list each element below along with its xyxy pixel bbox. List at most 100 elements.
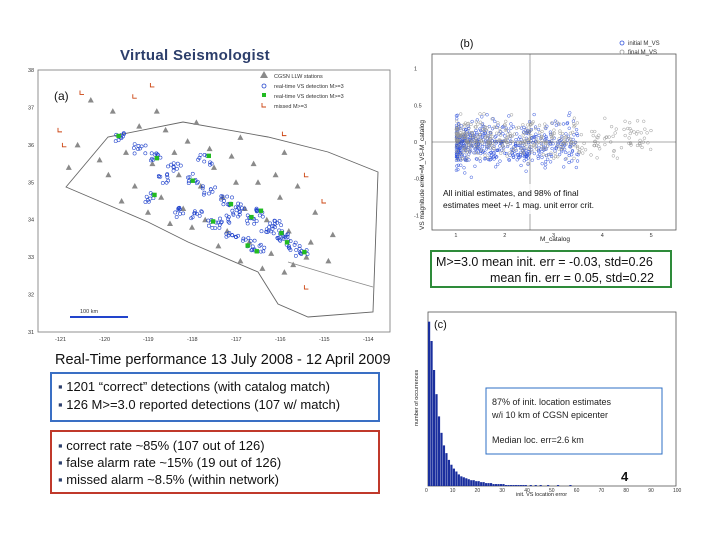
detection-marker	[210, 189, 215, 194]
magnitude-error-panel: 1 0.5 0 -0.5 -1 1 2 3 4 5 (b) VS magnitude error…	[414, 38, 677, 243]
final-estimate-point	[581, 151, 585, 155]
initial-estimate-point	[454, 158, 459, 163]
final-estimate-point	[510, 139, 514, 144]
map-x-tick: -115	[319, 337, 330, 343]
station-marker	[197, 183, 204, 189]
histogram-bar	[455, 471, 458, 486]
final-estimate-point	[622, 127, 626, 132]
map-y-tick: 34	[28, 218, 34, 224]
initial-estimate-point	[489, 150, 493, 155]
station-marker	[325, 257, 332, 264]
detection-marker	[285, 234, 290, 239]
final-estimate-point	[455, 125, 460, 129]
detection-marker	[252, 221, 257, 226]
initial-estimate-point	[540, 155, 544, 160]
final-estimate-point	[493, 139, 498, 143]
final-estimate-point	[573, 123, 577, 128]
initial-estimate-point	[549, 153, 553, 157]
station-marker	[237, 134, 244, 140]
initial-estimate-point	[546, 157, 550, 161]
final-estimate-point	[556, 155, 560, 159]
final-estimate-point	[478, 137, 482, 142]
detection-marker	[210, 226, 215, 230]
detection-marker	[227, 220, 232, 225]
error-stats-box: M>=3.0 mean init. err = -0.03, std=0.26 …	[430, 250, 672, 288]
location-annotation-box	[485, 387, 663, 455]
rates-box: correct rate ~85% (107 out of 126) false…	[50, 430, 380, 494]
initial-estimate-point	[467, 158, 471, 162]
detection-marker	[149, 158, 153, 163]
final-estimate-point	[457, 122, 461, 127]
station-marker	[263, 216, 270, 223]
station-marker	[255, 179, 261, 185]
final-estimate-point	[466, 121, 470, 126]
detection-marker	[207, 191, 211, 196]
histogram-bar	[450, 464, 453, 486]
final-estimate-point	[498, 129, 502, 134]
initial-estimate-point	[567, 160, 571, 165]
detection-marker	[201, 184, 205, 189]
detection-marker	[208, 162, 212, 167]
initial-estimate-point	[500, 148, 504, 152]
final-estimate-point	[456, 153, 461, 158]
initial-estimate-point	[528, 145, 532, 149]
final-estimate-point	[522, 143, 527, 147]
final-estimate-point	[490, 135, 495, 139]
histogram-bar	[452, 468, 455, 486]
initial-estimate-point	[506, 129, 511, 133]
final-estimate-point	[613, 131, 617, 135]
final-estimate-point	[464, 139, 469, 144]
station-marker	[259, 265, 266, 271]
station-marker	[136, 123, 143, 129]
detection-marker	[235, 205, 240, 210]
final-estimate-point	[543, 125, 547, 130]
initial-estimate-point	[494, 134, 498, 138]
final-estimate-point	[511, 149, 515, 153]
histogram-annotation-line2: w/i 10 km of CGSN epicenter	[491, 410, 608, 420]
detection-marker	[297, 246, 302, 251]
station-marker	[303, 254, 310, 260]
initial-estimate-point	[454, 168, 459, 172]
rate-item: false alarm rate ~15% (19 out of 126)	[58, 454, 372, 471]
detection-marker	[261, 249, 266, 254]
final-estimate-point	[504, 136, 509, 140]
initial-estimate-point	[563, 142, 567, 146]
detection-marker	[258, 249, 263, 254]
detection-marker	[252, 238, 257, 243]
station-marker	[96, 156, 103, 163]
histogram-bar	[522, 485, 525, 486]
station-marker	[237, 257, 244, 264]
map-x-tick: -116	[275, 337, 286, 343]
histogram-x-label: init. VS location error	[516, 492, 567, 498]
final-estimate-point	[572, 156, 576, 160]
final-estimate-point	[609, 124, 614, 129]
map-x-tick: -120	[99, 337, 110, 343]
rate-item: missed alarm ~8.5% (within network)	[58, 471, 372, 488]
final-estimate-point	[649, 128, 653, 133]
initial-estimate-point	[565, 121, 569, 126]
detection-marker	[231, 211, 236, 216]
final-estimate-point	[634, 132, 639, 136]
station-marker	[206, 145, 213, 152]
histogram-y-label: number of occurrences	[414, 370, 420, 426]
initial-estimate-point	[454, 114, 459, 118]
detection-marker	[254, 206, 259, 211]
initial-estimate-point	[540, 162, 544, 166]
final-estimate-point	[529, 145, 533, 149]
final-estimate-point	[510, 134, 515, 138]
map-y-tick: 36	[28, 143, 34, 149]
station-marker	[215, 242, 222, 249]
station-marker	[281, 149, 288, 155]
final-estimate-point	[478, 112, 482, 116]
final-estimate-point	[506, 132, 510, 136]
final-estimate-point	[497, 138, 502, 142]
panel-c-label: (c)	[434, 319, 447, 331]
histogram-annotation-line3: Median loc. err=2.6 km	[492, 435, 584, 445]
final-estimate-point	[540, 138, 544, 142]
final-estimate-point	[591, 133, 595, 138]
initial-estimate-point	[567, 153, 571, 158]
legend-final: final M_VS	[628, 50, 657, 56]
map-y-tick: 31	[28, 330, 34, 336]
final-estimate-point	[550, 132, 555, 136]
map-y-tick: 38	[28, 68, 34, 74]
